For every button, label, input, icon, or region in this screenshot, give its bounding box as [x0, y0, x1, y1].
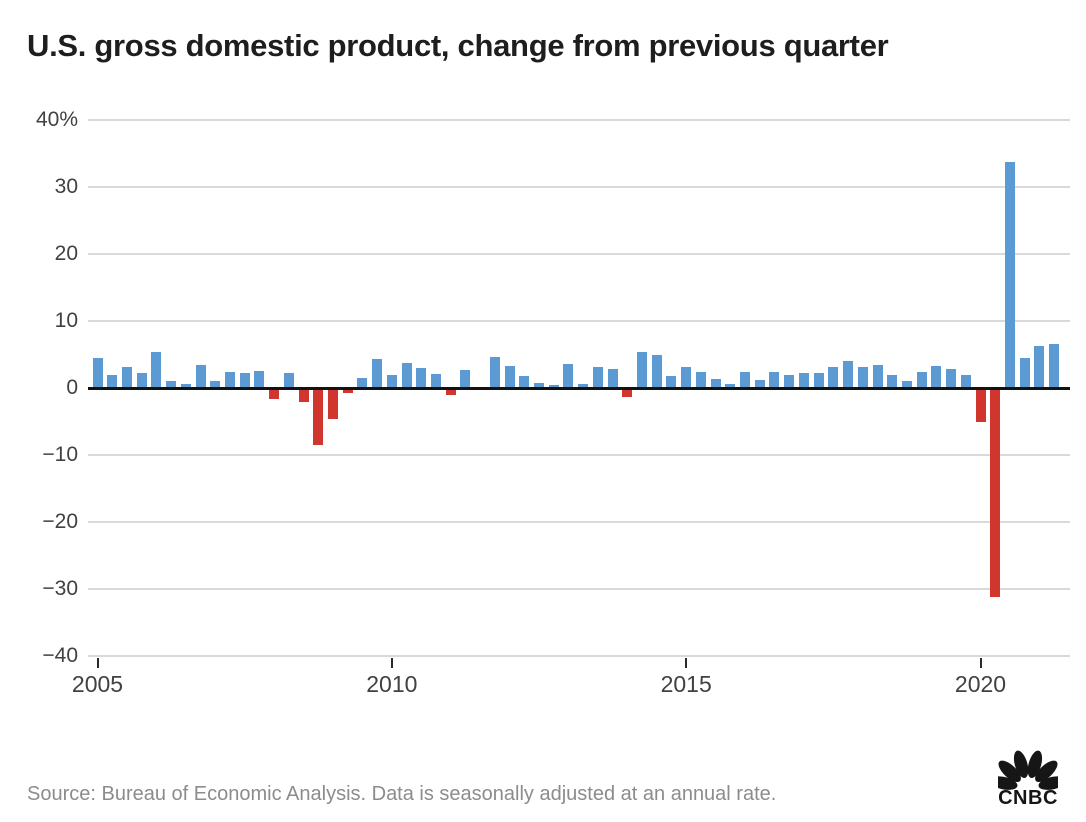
bar: [210, 380, 221, 388]
bar: [416, 367, 427, 388]
bar: [327, 388, 338, 419]
bar: [254, 371, 265, 388]
bar: [828, 367, 839, 388]
bar: [960, 375, 971, 388]
bar: [504, 365, 515, 388]
bar: [695, 371, 706, 388]
y-axis-label: 0: [66, 376, 78, 399]
bar: [931, 365, 942, 388]
x-axis-label: 2015: [660, 671, 712, 697]
gridline: [88, 119, 1070, 121]
bar: [769, 371, 780, 388]
bar: [489, 356, 500, 388]
bar: [430, 373, 441, 388]
bar: [710, 379, 721, 388]
bar: [578, 383, 589, 388]
bar: [357, 377, 368, 388]
bar: [754, 379, 765, 388]
bar: [166, 381, 177, 388]
x-axis-tick: [96, 658, 99, 668]
source-note: Source: Bureau of Economic Analysis. Dat…: [27, 783, 777, 805]
bar: [637, 352, 648, 388]
y-axis-label: −20: [42, 510, 78, 533]
bar: [195, 364, 206, 388]
bar: [269, 388, 280, 400]
gridline: [88, 454, 1070, 456]
bar: [725, 383, 736, 388]
chart-title: U.S. gross domestic product, change from…: [27, 28, 889, 63]
bar: [887, 374, 898, 388]
bar: [901, 381, 912, 388]
bar: [401, 362, 412, 388]
bar: [813, 372, 824, 388]
bar: [151, 351, 162, 388]
bar: [681, 366, 692, 388]
bar: [990, 388, 1001, 598]
bar: [180, 383, 191, 388]
y-axis-label: 30: [54, 175, 78, 198]
x-axis-label: 2020: [954, 671, 1007, 697]
bar: [548, 384, 559, 388]
x-axis-tick: [390, 658, 393, 668]
x-axis-label: 2010: [366, 671, 418, 697]
y-axis-label: 40%: [35, 108, 78, 131]
bar: [798, 372, 809, 388]
bar: [107, 375, 118, 388]
gridline: [88, 186, 1070, 188]
x-axis-tick: [685, 658, 688, 668]
y-axis-label: −30: [42, 577, 78, 600]
bar: [298, 388, 309, 403]
bar: [872, 364, 883, 388]
bar: [843, 361, 854, 388]
bar: [372, 359, 383, 388]
bar: [386, 374, 397, 388]
cnbc-peacock-icon: [998, 750, 1058, 790]
bar: [121, 367, 132, 388]
bar: [92, 357, 103, 388]
gridline: [88, 655, 1070, 657]
bar: [666, 375, 677, 388]
bar: [1019, 357, 1030, 388]
bar: [1049, 343, 1060, 388]
bar: [916, 371, 927, 388]
bar: [534, 383, 544, 388]
x-axis-tick: [979, 658, 982, 668]
zero-axis-line: [88, 386, 1070, 390]
bar: [740, 371, 751, 388]
bar: [607, 368, 618, 388]
bar: [239, 372, 250, 388]
cnbc-logo: CNBC: [992, 745, 1064, 810]
bar: [460, 369, 471, 388]
bar: [592, 366, 603, 388]
bar: [1004, 161, 1015, 388]
bar: [784, 374, 795, 388]
bar: [946, 368, 957, 388]
bar: [622, 388, 633, 398]
gridline: [88, 521, 1070, 523]
bar: [136, 372, 147, 388]
y-axis-label: −10: [42, 443, 78, 466]
bar: [342, 388, 353, 393]
bar: [224, 371, 235, 388]
y-axis-label: 20: [54, 242, 78, 265]
gridline: [88, 320, 1070, 322]
bar: [1034, 345, 1045, 388]
gridline: [88, 588, 1070, 590]
bar: [445, 388, 456, 395]
bar: [651, 355, 662, 388]
y-axis-label: −40: [42, 644, 78, 667]
bar: [313, 388, 324, 445]
bar: [857, 366, 868, 388]
bar: [563, 363, 574, 388]
bar: [975, 388, 986, 423]
x-axis-label: 2005: [71, 671, 124, 697]
y-axis-label: 10: [54, 309, 78, 332]
bar: [283, 372, 294, 388]
gridline: [88, 253, 1070, 255]
cnbc-wordmark: CNBC: [998, 787, 1058, 809]
bar: [519, 375, 530, 388]
